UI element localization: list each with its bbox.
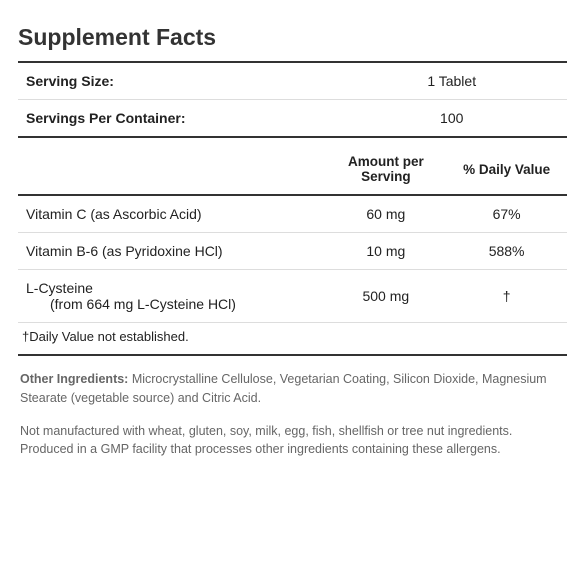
allergen-disclaimer: Not manufactured with wheat, gluten, soy… — [18, 408, 567, 460]
nutrient-dv: 588% — [446, 233, 567, 270]
table-row: Servings Per Container: 100 — [18, 100, 567, 138]
other-ingredients-label: Other Ingredients: — [20, 372, 128, 386]
servings-per-container-label: Servings Per Container: — [18, 100, 336, 138]
nutrient-name: Vitamin C (as Ascorbic Acid) — [18, 195, 325, 233]
table-row: Serving Size: 1 Tablet — [18, 63, 567, 100]
nutrient-amount: 10 mg — [325, 233, 446, 270]
serving-size-value: 1 Tablet — [336, 63, 567, 100]
nutrient-source: (from 664 mg L-Cysteine HCl) — [26, 296, 317, 312]
table-row: Vitamin C (as Ascorbic Acid) 60 mg 67% — [18, 195, 567, 233]
nutrients-table: Amount per Serving % Daily Value Vitamin… — [18, 144, 567, 323]
panel-title: Supplement Facts — [18, 24, 567, 63]
nutrient-dv: 67% — [446, 195, 567, 233]
serving-size-label: Serving Size: — [18, 63, 336, 100]
serving-info-table: Serving Size: 1 Tablet Servings Per Cont… — [18, 63, 567, 138]
column-spacer — [18, 144, 325, 195]
nutrient-dv: † — [446, 270, 567, 323]
other-ingredients: Other Ingredients: Microcrystalline Cell… — [18, 356, 567, 408]
servings-per-container-value: 100 — [336, 100, 567, 138]
table-row: L-Cysteine (from 664 mg L-Cysteine HCl) … — [18, 270, 567, 323]
dv-footnote: †Daily Value not established. — [18, 323, 567, 356]
nutrient-name: Vitamin B-6 (as Pyridoxine HCl) — [18, 233, 325, 270]
nutrient-name: L-Cysteine (from 664 mg L-Cysteine HCl) — [18, 270, 325, 323]
column-amount: Amount per Serving — [325, 144, 446, 195]
nutrient-amount: 60 mg — [325, 195, 446, 233]
nutrient-amount: 500 mg — [325, 270, 446, 323]
table-header-row: Amount per Serving % Daily Value — [18, 144, 567, 195]
table-row: Vitamin B-6 (as Pyridoxine HCl) 10 mg 58… — [18, 233, 567, 270]
column-dv: % Daily Value — [446, 144, 567, 195]
